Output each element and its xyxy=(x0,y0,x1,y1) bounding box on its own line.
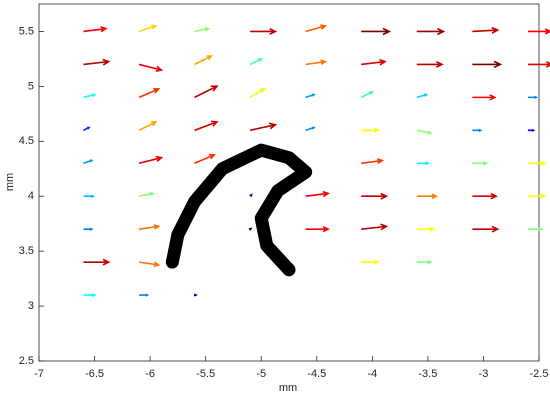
x-tick-label: -4.5 xyxy=(307,368,326,380)
x-tick-label: -3 xyxy=(479,368,489,380)
x-tick-label: -6 xyxy=(145,368,155,380)
vector-arrow xyxy=(138,191,155,198)
vector-arrow xyxy=(472,128,483,132)
vector-arrow xyxy=(361,127,380,133)
vector-arrow xyxy=(416,226,436,232)
vector-arrow xyxy=(138,224,161,230)
vector-arrow xyxy=(472,26,500,34)
vector-arrow xyxy=(249,193,253,197)
vector-arrow xyxy=(361,58,387,66)
vector-arrow xyxy=(194,120,219,132)
vector-arrow xyxy=(361,27,392,36)
x-tick-label: -3.5 xyxy=(418,368,437,380)
vector-arrow xyxy=(416,129,433,135)
vector-arrow xyxy=(361,223,389,231)
vector-arrow xyxy=(527,95,539,100)
vector-arrow xyxy=(83,58,111,66)
vector-arrow xyxy=(527,193,547,199)
vector-arrow xyxy=(83,293,97,298)
vector-arrow xyxy=(360,90,375,99)
vector-arrow xyxy=(83,26,108,33)
y-tick-label: 4.5 xyxy=(19,135,34,147)
vector-arrow xyxy=(138,24,158,33)
vector-arrow xyxy=(361,192,389,200)
plot-box xyxy=(38,3,540,362)
vector-arrow xyxy=(194,55,214,66)
vector-arrow xyxy=(138,121,158,132)
y-tick-label: 3 xyxy=(28,300,34,312)
x-tick-label: -5.5 xyxy=(196,368,215,380)
y-tick-label: 3.5 xyxy=(19,245,34,257)
vector-arrow xyxy=(138,63,164,72)
vector-arrow xyxy=(138,261,161,268)
vector-arrow xyxy=(305,59,328,66)
x-tick-label: -5 xyxy=(256,368,266,380)
vector-arrow xyxy=(194,85,219,99)
vector-arrow xyxy=(249,57,263,66)
vector-arrow xyxy=(305,226,330,233)
outline-shape xyxy=(165,143,313,277)
x-tick-label: -4 xyxy=(367,368,377,380)
vector-arrow xyxy=(472,60,503,69)
y-tick-label: 4 xyxy=(28,190,34,202)
vector-arrow xyxy=(83,227,94,231)
vector-arrow xyxy=(194,26,211,33)
vector-arrow xyxy=(194,153,216,165)
vector-arrow xyxy=(472,161,489,166)
vector-arrow xyxy=(250,28,278,35)
vector-arrow xyxy=(527,128,536,132)
vector-arrow xyxy=(248,227,253,231)
vector-arrow xyxy=(416,161,430,166)
vector-arrow xyxy=(527,226,544,232)
vector-arrow xyxy=(249,88,266,99)
vector-arrow xyxy=(527,28,550,35)
vector-arrow xyxy=(138,155,164,165)
vector-arrow xyxy=(138,87,161,99)
vector-arrow xyxy=(83,194,96,199)
vector-arrow xyxy=(305,126,316,132)
vector-arrow xyxy=(83,258,111,266)
vector-arrow xyxy=(193,293,198,297)
vector-arrow xyxy=(305,24,328,33)
y-axis-label: mm xyxy=(4,173,16,191)
vector-arrow xyxy=(361,158,385,165)
vector-arrow xyxy=(527,61,550,68)
vector-arrow xyxy=(416,27,446,36)
vector-arrow xyxy=(416,259,433,265)
y-tick-label: 2.5 xyxy=(19,355,34,367)
vector-arrow xyxy=(83,93,97,99)
vector-arrow xyxy=(472,192,498,200)
vector-arrow xyxy=(416,193,439,200)
vector-arrow xyxy=(361,259,380,265)
vector-arrow xyxy=(305,93,316,99)
x-tick-label: -7 xyxy=(34,368,44,380)
vector-arrow xyxy=(472,225,500,233)
y-tick-label: 5.5 xyxy=(19,25,34,37)
x-tick-label: -2.5 xyxy=(530,368,549,380)
vector-arrow xyxy=(305,190,330,198)
y-tick-label: 5 xyxy=(28,80,34,92)
vector-arrow xyxy=(472,94,497,101)
x-tick-label: -6.5 xyxy=(85,368,104,380)
vector-arrow xyxy=(139,293,150,297)
vector-arrow xyxy=(416,60,444,68)
vector-arrow xyxy=(416,93,429,99)
vector-arrow xyxy=(527,160,547,166)
vector-arrow xyxy=(249,122,278,132)
vector-arrow xyxy=(83,126,91,132)
vector-arrow xyxy=(83,159,94,165)
x-axis-label: mm xyxy=(279,382,297,394)
